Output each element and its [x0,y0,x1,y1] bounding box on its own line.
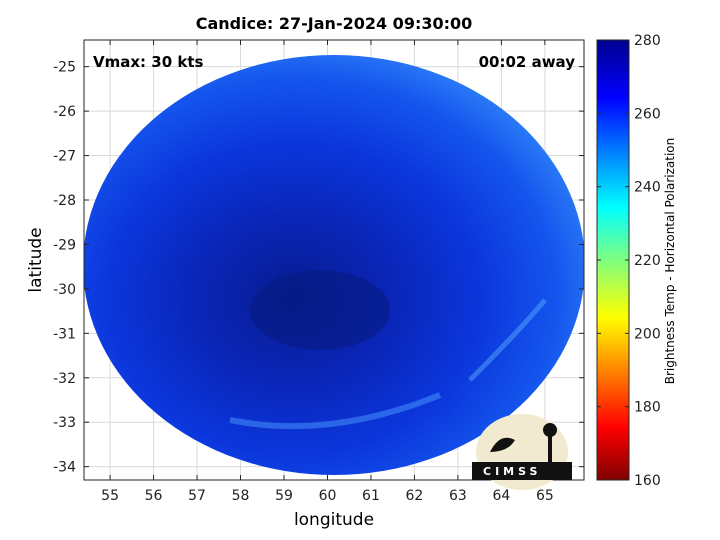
x-axis-label: longitude [293,510,375,530]
y-tick-label: -33 [53,415,76,431]
y-axis-label: latitude [26,227,46,293]
colorbar-tick-label: 180 [634,400,661,416]
x-tick-label: 58 [232,488,250,504]
colorbar-label: Brightness Temp - Horizontal Polarizatio… [663,137,677,385]
y-tick-label: -26 [53,104,76,120]
y-tick-label: -27 [53,149,76,165]
colorbar-tick-label: 240 [634,180,661,196]
y-tick-label: -31 [53,326,76,342]
x-axis-ticks: 55 56 57 58 59 60 61 62 63 64 65 [101,40,554,504]
logo-banner [472,462,572,480]
colorbar-tick-label: 260 [634,106,661,122]
y-tick-label: -30 [53,282,76,298]
colorbar-tick-label: 220 [634,253,661,269]
logo-text: CIMSS [483,465,541,478]
satellite-dish-icon [490,437,515,452]
rainband-east [468,298,547,382]
x-tick-label: 61 [362,488,380,504]
cimss-logo: CIMSS [472,414,572,490]
chart-title: Candice: 27-Jan-2024 09:30:00 [195,14,473,33]
x-tick-label: 56 [145,488,163,504]
colorbar [596,39,630,481]
y-tick-label: -32 [53,371,76,387]
y-tick-label: -28 [53,193,76,209]
x-tick-label: 65 [536,488,554,504]
x-tick-label: 59 [275,488,293,504]
water-tower-icon [543,423,557,437]
swath-disk [84,55,584,475]
colorbar-tick-label: 280 [634,33,661,49]
colorbar-tick-label: 160 [634,473,661,489]
rainband [229,392,442,430]
y-tick-label: -29 [53,237,76,253]
tower-leg [548,436,552,462]
colorbar-tick-label: 200 [634,326,661,342]
storm-core [250,270,390,350]
y-axis-ticks: -25 -26 -27 -28 -29 -30 -31 -32 -33 -34 [53,60,584,476]
plot-frame [83,39,585,481]
time-away-label: 00:02 away [478,53,575,71]
x-tick-label: 57 [188,488,206,504]
colorbar-ticks: 280 260 240 220 200 180 160 [597,33,661,489]
x-tick-label: 62 [406,488,424,504]
x-tick-label: 55 [101,488,119,504]
x-tick-label: 60 [319,488,337,504]
storm-swath [84,55,584,475]
vmax-label: Vmax: 30 kts [93,53,204,71]
x-tick-label: 63 [449,488,467,504]
y-tick-label: -34 [53,460,76,476]
y-tick-label: -25 [53,60,76,76]
x-tick-label: 64 [492,488,510,504]
